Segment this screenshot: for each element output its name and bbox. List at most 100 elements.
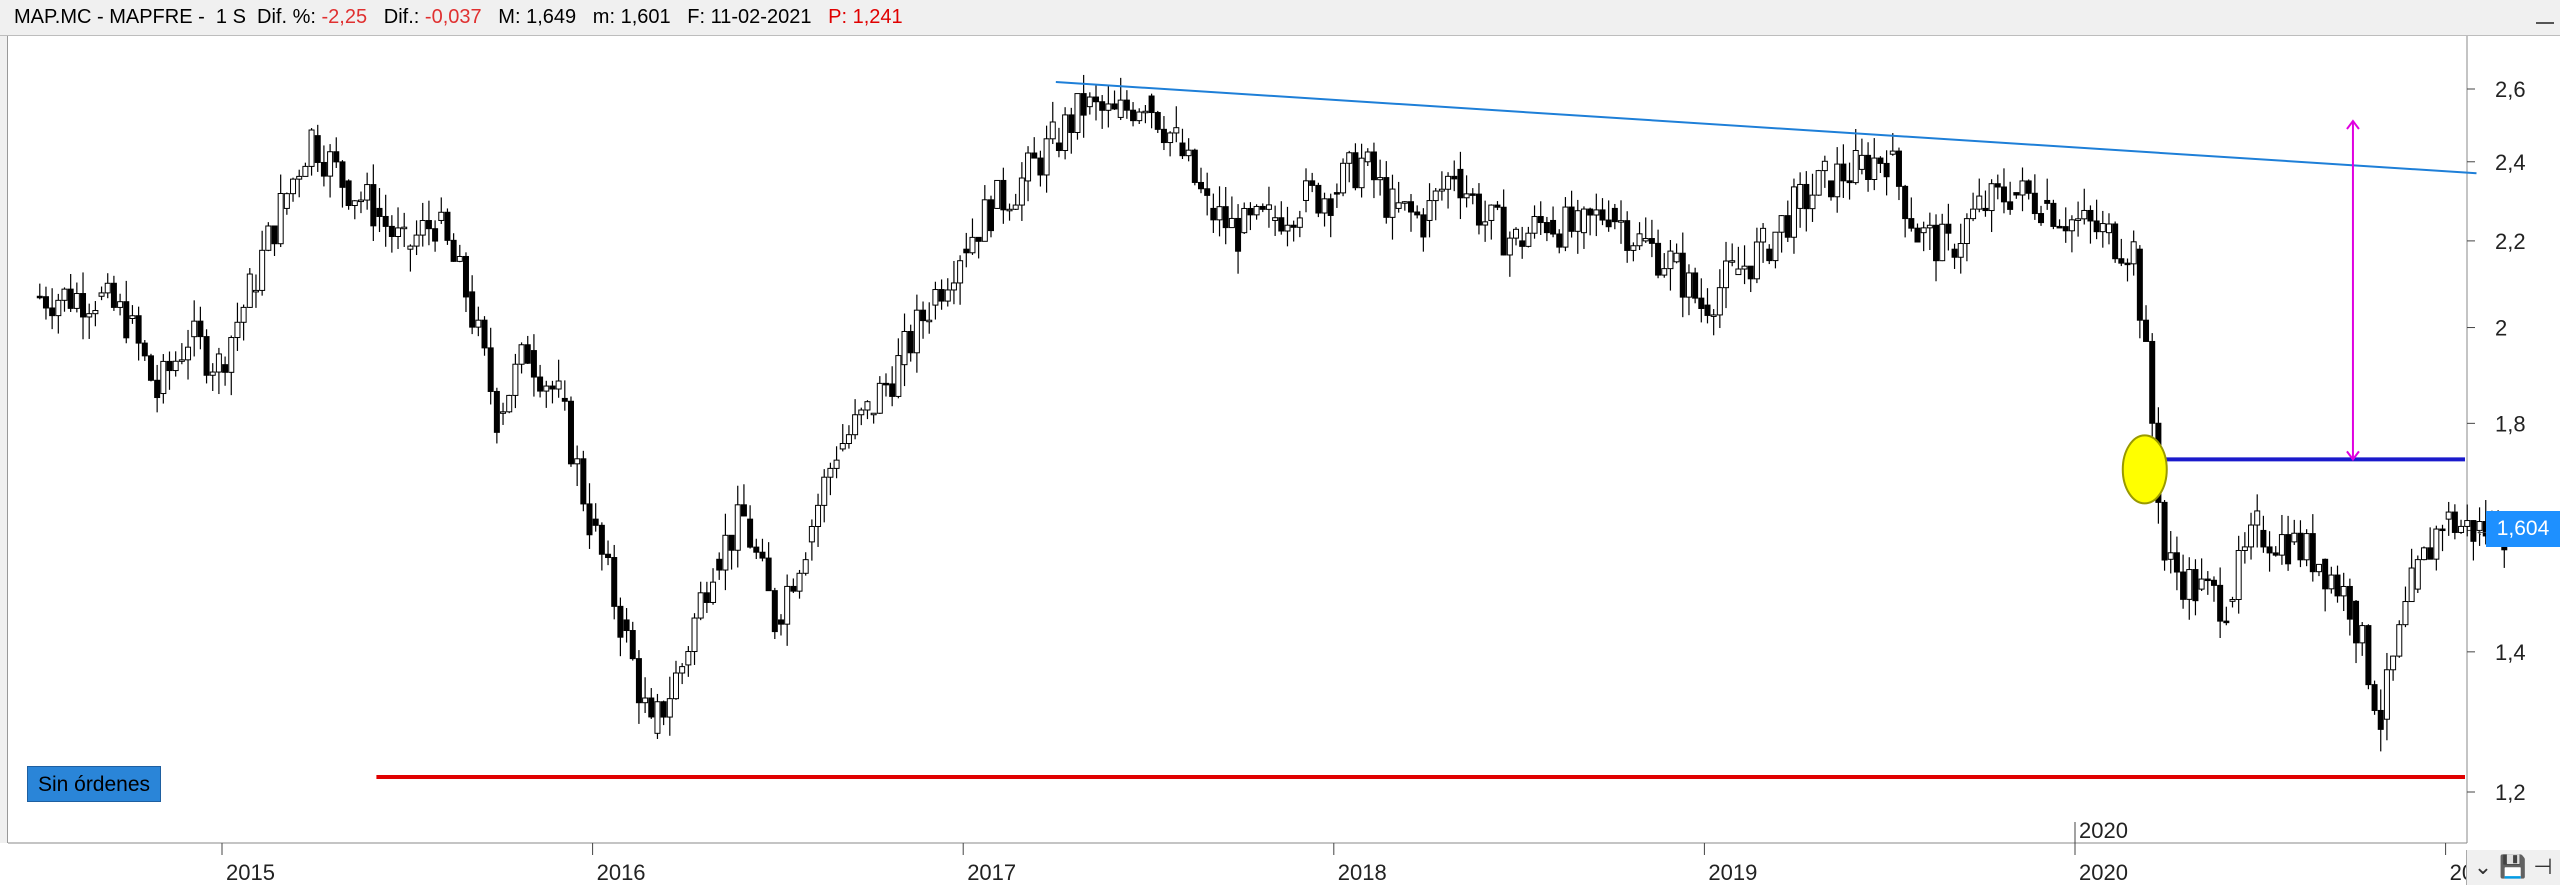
- candle-body: [2112, 223, 2119, 260]
- candle-body: [2229, 598, 2236, 602]
- candle-body: [1259, 205, 1266, 210]
- candle-body: [123, 301, 130, 339]
- candle-body: [2105, 223, 2112, 234]
- candle-body: [870, 412, 877, 416]
- candle-body: [36, 295, 43, 299]
- candle-body: [2167, 552, 2174, 560]
- highlight-circle[interactable]: [2121, 434, 2168, 505]
- candle-body: [357, 199, 364, 203]
- candle-body: [283, 193, 290, 209]
- candle-body: [950, 282, 957, 291]
- candle-body: [110, 282, 117, 308]
- candle-body: [2044, 199, 2051, 204]
- candle-body: [1327, 198, 1334, 216]
- candle-body: [2025, 180, 2032, 194]
- candle-body: [1945, 223, 1952, 234]
- candle-body: [1543, 222, 1550, 234]
- bottom-controls: ⌄ 💾 ⊣: [2466, 850, 2560, 885]
- candle-body: [1735, 268, 1742, 276]
- candle-body: [537, 376, 544, 392]
- candle-body: [1642, 238, 1649, 242]
- max-label: M: 1,649: [498, 6, 577, 28]
- pin-icon[interactable]: ⊣: [2533, 854, 2553, 879]
- price-tick-label: 2,6: [2495, 77, 2526, 102]
- candle-body: [821, 476, 828, 506]
- candle-body: [1753, 241, 1760, 280]
- candle-body: [574, 458, 581, 465]
- candle-body: [450, 239, 457, 262]
- candle-body: [1426, 200, 1433, 221]
- candle-body: [1556, 233, 1563, 248]
- candle-body: [1741, 265, 1748, 270]
- candle-body: [1834, 163, 1841, 198]
- candle-body: [2118, 258, 2125, 264]
- candle-body: [759, 551, 766, 559]
- candle-body: [2439, 528, 2446, 532]
- candle-body: [333, 151, 340, 163]
- candle-body: [1723, 260, 1730, 289]
- chevron-down-icon[interactable]: ⌄: [2473, 854, 2493, 879]
- candle-body: [1123, 99, 1130, 111]
- candle-body: [1760, 227, 1767, 243]
- candle-body: [975, 236, 982, 242]
- candle-body: [2396, 624, 2403, 657]
- save-icon[interactable]: 💾: [2499, 854, 2527, 879]
- candle-body: [555, 380, 562, 390]
- candle-body: [586, 503, 593, 536]
- candle-body: [129, 315, 136, 319]
- candle-body: [1222, 206, 1229, 229]
- candle-body: [1265, 204, 1272, 210]
- minimize-icon[interactable]: [2536, 6, 2554, 24]
- candle-body: [1099, 101, 1106, 111]
- candle-body: [957, 260, 964, 284]
- candle-body: [246, 273, 253, 308]
- candle-body: [710, 581, 717, 603]
- orders-badge[interactable]: Sin órdenes: [27, 766, 161, 802]
- candle-body: [1605, 219, 1612, 228]
- candle-body: [1346, 152, 1353, 164]
- candle-body: [2019, 180, 2026, 196]
- candle-body: [1290, 224, 1297, 228]
- candle-body: [1160, 128, 1167, 144]
- candle-body: [320, 161, 327, 177]
- candle-body: [1902, 185, 1909, 220]
- candle-body: [2143, 319, 2150, 342]
- dif-value: -0,037: [424, 6, 482, 28]
- candle-body: [765, 557, 772, 592]
- candle-body: [444, 211, 451, 241]
- candle-body: [2087, 209, 2094, 222]
- candle-body: [1025, 152, 1032, 182]
- candle-body: [963, 248, 970, 254]
- candle-body: [2334, 574, 2341, 597]
- candle-body: [1018, 177, 1025, 206]
- candle-body: [2266, 546, 2273, 554]
- candle-body: [147, 355, 154, 381]
- candle-body: [1179, 142, 1186, 157]
- candle-body: [901, 330, 908, 366]
- candle-body: [117, 301, 124, 308]
- candle-body: [1031, 152, 1038, 159]
- candle-body: [2062, 226, 2069, 232]
- candle-body: [1988, 183, 1995, 212]
- price-axis-panel: [2468, 36, 2560, 843]
- symbol-label[interactable]: MAP.MC - MAPFRE -: [14, 6, 205, 28]
- candle-body: [2210, 579, 2217, 586]
- candle-body: [512, 363, 519, 396]
- left-frame: [0, 36, 8, 843]
- candle-body: [1130, 109, 1137, 122]
- candle-body: [1377, 177, 1384, 181]
- trend-line[interactable]: [1055, 81, 2477, 175]
- candle-body: [154, 379, 161, 399]
- candle-body: [1908, 218, 1915, 229]
- candle-body: [2365, 625, 2372, 686]
- candle-body: [1389, 188, 1396, 218]
- candle-body: [240, 306, 247, 323]
- candle-body: [1661, 268, 1668, 276]
- candle-body: [2192, 569, 2199, 602]
- candle-body: [2180, 571, 2187, 600]
- timeframe-label[interactable]: 1 S: [215, 6, 246, 28]
- candle-body: [1877, 157, 1884, 164]
- candle-body: [2149, 340, 2156, 424]
- candle-body: [1414, 211, 1421, 216]
